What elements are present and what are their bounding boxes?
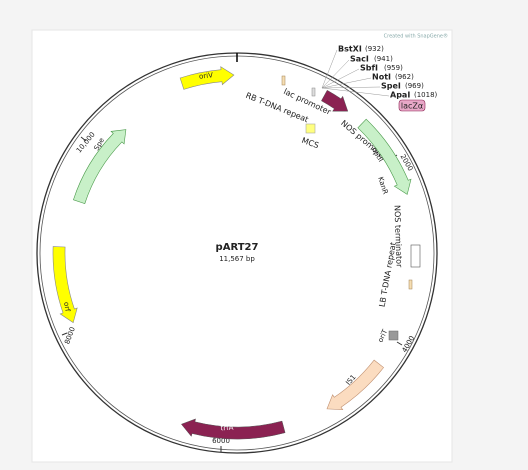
enzyme-name: BstXI — [338, 45, 362, 54]
feature-label: oriV — [199, 71, 214, 80]
feature-label: lacZα — [401, 102, 423, 111]
tick — [80, 136, 87, 142]
mcs-box — [305, 123, 316, 134]
feature-arrow — [73, 129, 127, 204]
feature-arrow — [321, 89, 349, 112]
enzyme-name: NotI — [372, 73, 391, 82]
enzyme-position: (941) — [374, 55, 393, 63]
enzyme-name: SacI — [350, 55, 369, 64]
feature-label: orf — [62, 301, 72, 312]
enzyme-position: (962) — [395, 73, 414, 81]
feature-arrow — [326, 359, 385, 411]
plasmid-size: 11,567 bp — [219, 255, 255, 263]
tick-label: 6000 — [212, 437, 230, 445]
enzyme-position: (969) — [405, 82, 424, 90]
feature-label: trfA — [220, 424, 233, 433]
feature-arrow — [179, 66, 235, 90]
enzyme-position: (932) — [365, 45, 384, 53]
lb-mark — [408, 279, 413, 290]
lacz-box — [398, 99, 426, 112]
enzyme-position: (959) — [384, 64, 403, 72]
feature-arrow — [52, 246, 78, 324]
plasmid-name: pART27 — [216, 242, 259, 253]
feature-label: NOS terminator — [393, 205, 404, 268]
lac-promoter-mark — [281, 75, 286, 86]
credit: Created with SnapGene® — [384, 33, 448, 40]
enzyme-position: (1018) — [414, 91, 438, 99]
enzyme-name: ApaI — [390, 91, 410, 100]
feature-arrow — [357, 118, 412, 195]
enzyme-name: SpeI — [381, 82, 401, 91]
orit-box — [388, 330, 399, 341]
enzyme-leaders — [321, 49, 390, 97]
nos-terminator-box — [410, 244, 421, 268]
feature-arrow — [180, 418, 286, 440]
rb-mark — [311, 87, 316, 97]
tick — [396, 341, 403, 346]
enzyme-name: SbfI — [360, 64, 378, 73]
tick — [61, 332, 68, 336]
